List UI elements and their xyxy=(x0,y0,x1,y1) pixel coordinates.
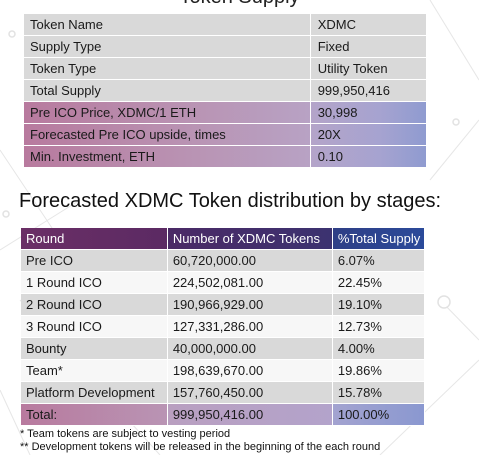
table-row-highlight: Min. Investment, ETH 0.10 xyxy=(24,146,427,168)
table-row-highlight: Forecasted Pre ICO upside, times 20X xyxy=(24,124,427,146)
table-row: Team* 198,639,670.00 19.86% xyxy=(21,360,425,382)
row-value: 30,998 xyxy=(310,102,427,124)
row-value: XDMC xyxy=(310,14,427,36)
column-header-tokens: Number of XDMC Tokens xyxy=(167,228,333,250)
column-header-percent: %Total Supply xyxy=(332,228,425,250)
total-percent: 100.00% xyxy=(332,404,425,426)
tokens-cell: 198,639,670.00 xyxy=(167,360,333,382)
tokens-cell: 224,502,081.00 xyxy=(167,272,333,294)
table-row: Total Supply 999,950,416 xyxy=(24,80,427,102)
footnote-development: ** Development tokens will be released i… xyxy=(20,441,381,453)
tokens-cell: 190,966,929.00 xyxy=(167,294,333,316)
row-label: Min. Investment, ETH xyxy=(24,146,311,168)
row-label: Total Supply xyxy=(24,80,311,102)
row-label: Token Type xyxy=(24,58,311,80)
round-cell: 2 Round ICO xyxy=(21,294,168,316)
tokens-cell: 40,000,000.00 xyxy=(167,338,333,360)
distribution-heading: Forecasted XDMC Token distribution by st… xyxy=(19,190,442,212)
row-label: Forecasted Pre ICO upside, times xyxy=(24,124,311,146)
table-row: Platform Development 157,760,450.00 15.7… xyxy=(21,382,425,404)
column-header-round: Round xyxy=(21,228,168,250)
round-cell: 3 Round ICO xyxy=(21,316,168,338)
round-cell: 1 Round ICO xyxy=(21,272,168,294)
row-value: 999,950,416 xyxy=(310,80,427,102)
row-label: Supply Type xyxy=(24,36,311,58)
footnote-team: * Team tokens are subject to vesting per… xyxy=(20,428,231,440)
round-cell: Pre ICO xyxy=(21,250,168,272)
row-value: 0.10 xyxy=(310,146,427,168)
total-tokens: 999,950,416.00 xyxy=(167,404,333,426)
clipped-section-heading: Token Supply xyxy=(0,0,479,9)
table-row: Bounty 40,000,000.00 4.00% xyxy=(21,338,425,360)
token-info-table: Token Name XDMC Supply Type Fixed Token … xyxy=(24,14,427,168)
round-cell: Bounty xyxy=(21,338,168,360)
table-header-row: Round Number of XDMC Tokens %Total Suppl… xyxy=(21,228,425,250)
distribution-table: Round Number of XDMC Tokens %Total Suppl… xyxy=(21,228,425,426)
row-value: Fixed xyxy=(310,36,427,58)
table-total-row: Total: 999,950,416.00 100.00% xyxy=(21,404,425,426)
percent-cell: 12.73% xyxy=(332,316,425,338)
percent-cell: 19.10% xyxy=(332,294,425,316)
table-row: Token Name XDMC xyxy=(24,14,427,36)
table-row: 2 Round ICO 190,966,929.00 19.10% xyxy=(21,294,425,316)
row-label: Token Name xyxy=(24,14,311,36)
table-row: 1 Round ICO 224,502,081.00 22.45% xyxy=(21,272,425,294)
table-row: 3 Round ICO 127,331,286.00 12.73% xyxy=(21,316,425,338)
row-label: Pre ICO Price, XDMC/1 ETH xyxy=(24,102,311,124)
table-row-highlight: Pre ICO Price, XDMC/1 ETH 30,998 xyxy=(24,102,427,124)
round-cell: Team* xyxy=(21,360,168,382)
percent-cell: 15.78% xyxy=(332,382,425,404)
row-value: 20X xyxy=(310,124,427,146)
percent-cell: 6.07% xyxy=(332,250,425,272)
percent-cell: 22.45% xyxy=(332,272,425,294)
percent-cell: 19.86% xyxy=(332,360,425,382)
tokens-cell: 60,720,000.00 xyxy=(167,250,333,272)
percent-cell: 4.00% xyxy=(332,338,425,360)
table-row: Supply Type Fixed xyxy=(24,36,427,58)
row-value: Utility Token xyxy=(310,58,427,80)
tokens-cell: 157,760,450.00 xyxy=(167,382,333,404)
table-row: Token Type Utility Token xyxy=(24,58,427,80)
total-label: Total: xyxy=(21,404,168,426)
table-row: Pre ICO 60,720,000.00 6.07% xyxy=(21,250,425,272)
tokens-cell: 127,331,286.00 xyxy=(167,316,333,338)
round-cell: Platform Development xyxy=(21,382,168,404)
